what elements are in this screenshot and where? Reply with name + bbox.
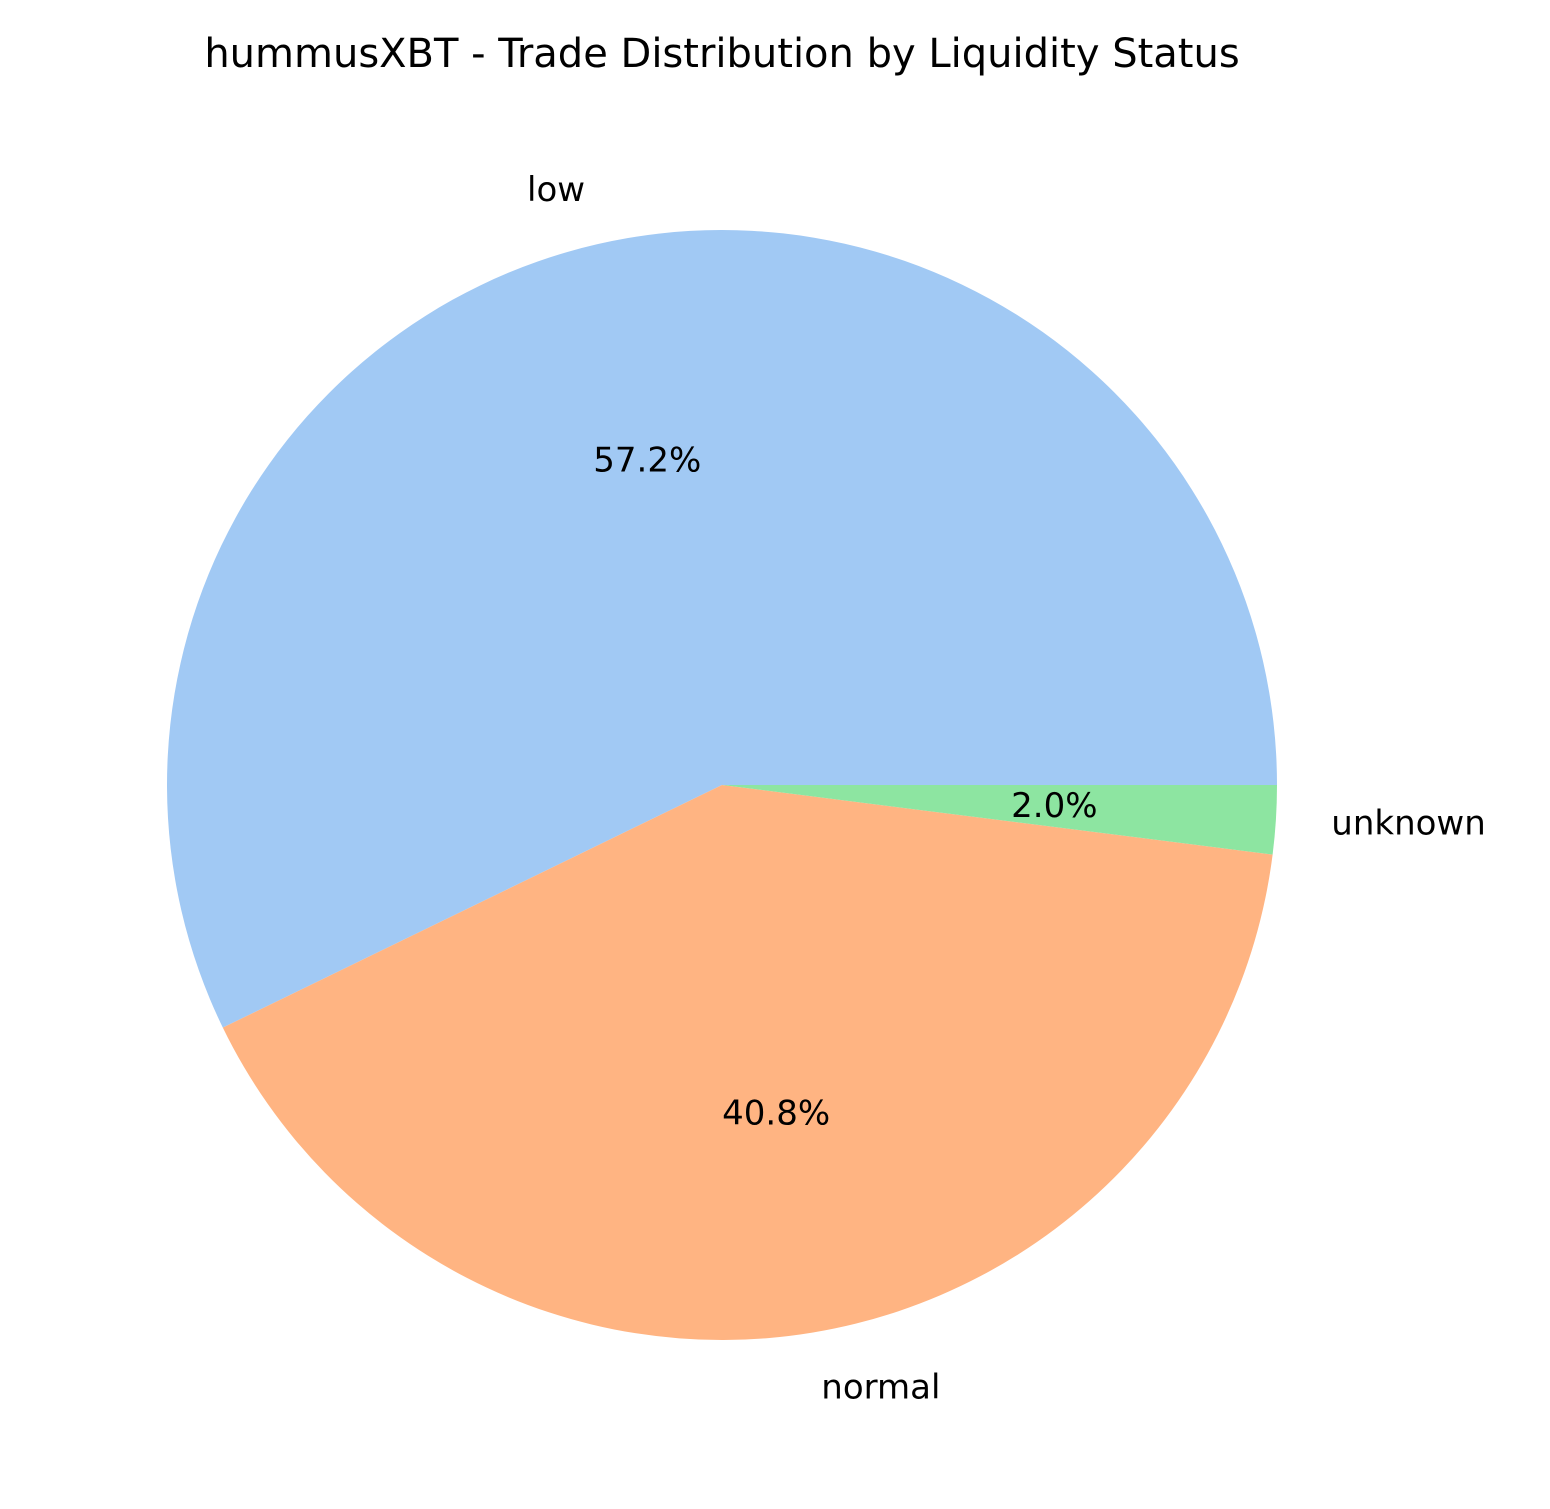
pie-labels: low 57.2% normal 40.8% unknown 2.0% [527, 170, 1486, 1407]
pie-slice-normal [222, 785, 1273, 1340]
slice-label-unknown: unknown [1331, 803, 1486, 843]
slice-percent-low: 57.2% [593, 440, 701, 480]
slice-label-low: low [527, 170, 585, 210]
pie-slice-low [167, 229, 1277, 1028]
pie-slices [167, 229, 1277, 1340]
slice-percent-unknown: 2.0% [1011, 786, 1097, 826]
slice-percent-normal: 40.8% [722, 1094, 830, 1134]
chart-title: hummusXBT - Trade Distribution by Liquid… [204, 31, 1239, 77]
slice-label-normal: normal [821, 1367, 940, 1407]
pie-slice-unknown [722, 785, 1277, 855]
